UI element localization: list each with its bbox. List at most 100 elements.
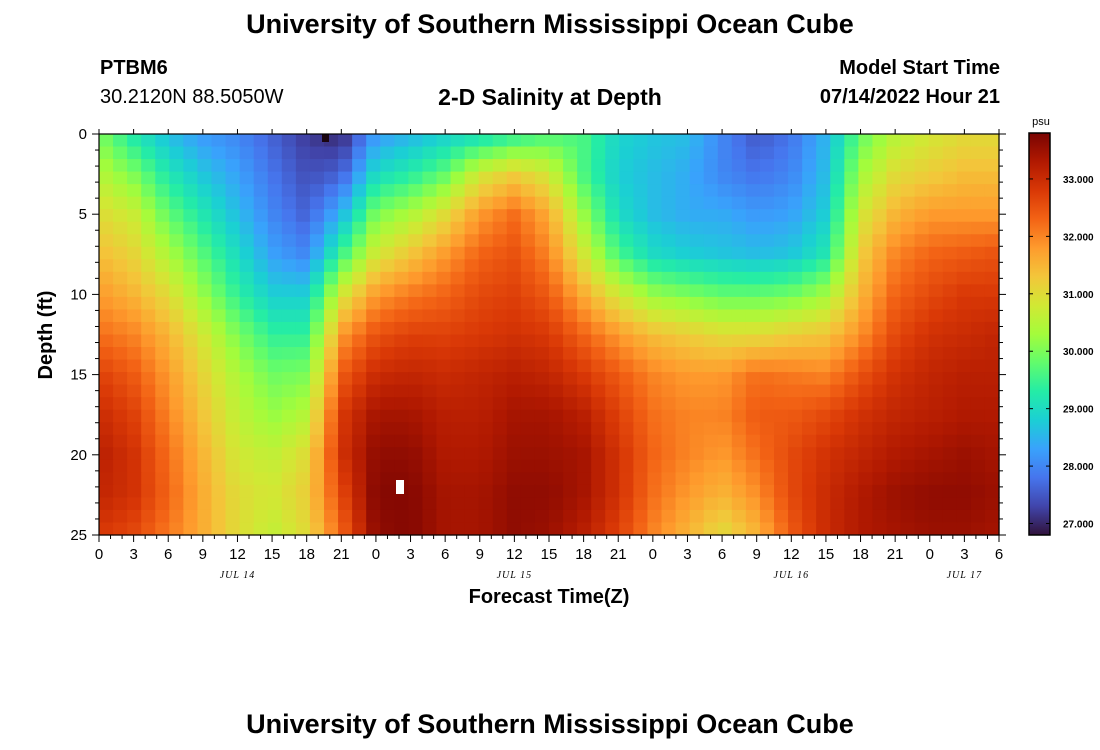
heatmap-cell bbox=[267, 221, 283, 235]
heatmap-cell bbox=[549, 221, 564, 235]
heatmap-cell bbox=[211, 422, 227, 436]
heatmap-cell bbox=[422, 484, 438, 499]
heatmap-cell bbox=[380, 196, 395, 210]
heatmap-cell bbox=[577, 422, 592, 436]
heatmap-cell bbox=[155, 296, 170, 311]
heatmap-cell bbox=[408, 246, 424, 260]
heatmap-cell bbox=[549, 384, 564, 398]
heatmap-cell bbox=[858, 134, 874, 148]
heatmap-cell bbox=[309, 221, 325, 235]
heatmap-cell bbox=[731, 321, 747, 336]
heatmap-cell bbox=[127, 447, 142, 461]
heatmap-cell bbox=[956, 284, 972, 298]
heatmap-cell bbox=[492, 472, 508, 486]
heatmap-cell bbox=[492, 372, 508, 386]
heatmap-cell bbox=[492, 284, 508, 298]
heatmap-cell bbox=[408, 146, 424, 160]
heatmap-cell bbox=[900, 347, 916, 361]
heatmap-cell bbox=[225, 397, 241, 411]
heatmap-cell bbox=[253, 409, 269, 423]
heatmap-cell bbox=[478, 459, 494, 473]
heatmap-cell bbox=[774, 434, 789, 448]
heatmap-cell bbox=[591, 509, 606, 524]
heatmap-cell bbox=[295, 146, 311, 160]
heatmap-cell bbox=[520, 334, 536, 348]
heatmap-cell bbox=[267, 134, 283, 148]
heatmap-cell bbox=[647, 171, 663, 185]
heatmap-cell bbox=[689, 234, 705, 248]
heatmap-cell bbox=[605, 522, 620, 536]
heatmap-cell bbox=[127, 171, 142, 185]
heatmap-cell bbox=[422, 159, 438, 173]
heatmap-cell bbox=[267, 171, 283, 185]
heatmap-cell bbox=[99, 459, 114, 473]
heatmap-cell bbox=[970, 434, 986, 448]
heatmap-cell bbox=[183, 134, 199, 148]
heatmap-cell bbox=[872, 447, 888, 461]
heatmap-cell bbox=[816, 497, 831, 511]
heatmap-cell bbox=[380, 447, 395, 461]
heatmap-cell bbox=[745, 171, 761, 185]
heatmap-cell bbox=[816, 447, 831, 461]
heatmap-cell bbox=[534, 146, 550, 160]
heatmap-cell bbox=[858, 372, 874, 386]
heatmap-cell bbox=[127, 196, 142, 210]
heatmap-cell bbox=[788, 497, 803, 511]
heatmap-cell bbox=[267, 372, 283, 386]
heatmap-cell bbox=[155, 472, 170, 486]
heatmap-cell bbox=[408, 447, 424, 461]
heatmap-cell bbox=[717, 422, 733, 436]
heatmap-cell bbox=[450, 447, 466, 461]
x-date-label: JUL 14 bbox=[220, 570, 256, 581]
heatmap-cell bbox=[352, 284, 367, 298]
heatmap-cell bbox=[211, 372, 227, 386]
heatmap-cell bbox=[478, 434, 494, 448]
heatmap-cell bbox=[774, 359, 789, 373]
heatmap-cell bbox=[506, 196, 522, 210]
heatmap-cell bbox=[563, 434, 578, 448]
heatmap-cell bbox=[689, 422, 705, 436]
heatmap-cell bbox=[844, 422, 859, 436]
heatmap-cell bbox=[759, 171, 775, 185]
heatmap-cell bbox=[858, 447, 874, 461]
heatmap-cell bbox=[914, 271, 930, 285]
heatmap-cell bbox=[520, 209, 536, 223]
heatmap-cell bbox=[141, 221, 156, 235]
heatmap-cell bbox=[900, 334, 916, 348]
heatmap-cell bbox=[914, 234, 930, 248]
heatmap-cell bbox=[675, 459, 691, 473]
heatmap-cell bbox=[563, 472, 578, 486]
heatmap-cell bbox=[281, 522, 297, 536]
heatmap-cell bbox=[183, 497, 199, 511]
heatmap-cell bbox=[225, 321, 241, 336]
heatmap-cell bbox=[211, 209, 227, 223]
heatmap-cell bbox=[324, 484, 339, 499]
heatmap-cell bbox=[239, 246, 255, 260]
heatmap-cell bbox=[141, 284, 156, 298]
heatmap-cell bbox=[872, 472, 888, 486]
heatmap-cell bbox=[647, 209, 663, 223]
heatmap-cell bbox=[886, 259, 902, 273]
heatmap-cell bbox=[731, 271, 747, 285]
heatmap-cell bbox=[844, 447, 859, 461]
heatmap-cell bbox=[267, 434, 283, 448]
heatmap-cell bbox=[295, 184, 311, 198]
heatmap-cell bbox=[267, 409, 283, 423]
heatmap-cell bbox=[169, 159, 184, 173]
heatmap-cell bbox=[661, 459, 677, 473]
heatmap-cell bbox=[99, 296, 114, 311]
heatmap-cell bbox=[422, 321, 438, 336]
heatmap-cell bbox=[816, 296, 831, 311]
heatmap-cell bbox=[577, 409, 592, 423]
heatmap-cell bbox=[155, 434, 170, 448]
heatmap-cell bbox=[464, 209, 480, 223]
heatmap-cell bbox=[956, 209, 972, 223]
heatmap-cell bbox=[324, 447, 339, 461]
heatmap-cell bbox=[928, 146, 944, 160]
heatmap-cell bbox=[984, 484, 1000, 499]
heatmap-cell bbox=[464, 196, 480, 210]
heatmap-cell bbox=[225, 246, 241, 260]
heatmap-cell bbox=[577, 397, 592, 411]
heatmap-cell bbox=[759, 484, 775, 499]
heatmap-cell bbox=[366, 209, 381, 223]
